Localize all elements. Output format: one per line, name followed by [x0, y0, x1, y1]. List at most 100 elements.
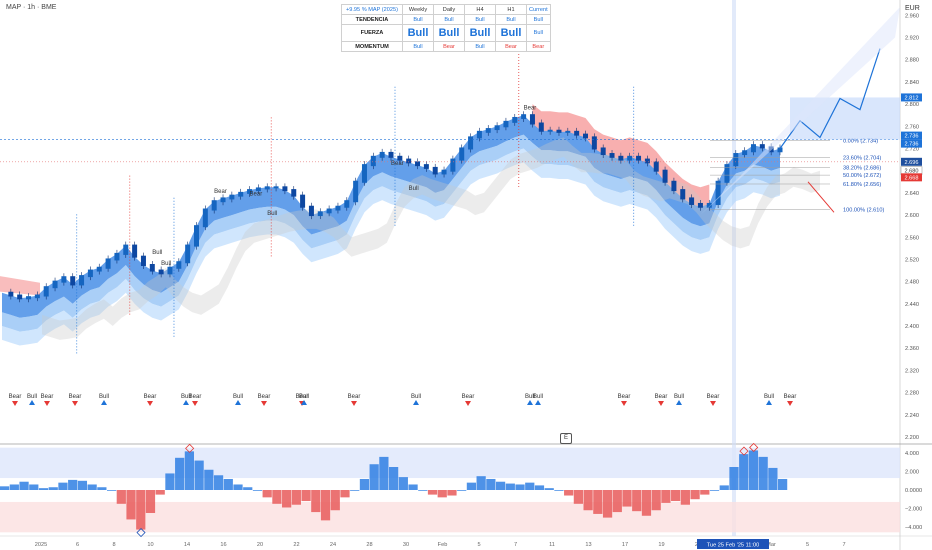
price-tick-label: 2.480 — [905, 280, 919, 286]
price-tick-label: 2.240 — [905, 413, 919, 419]
oscillator-bar — [534, 485, 545, 490]
time-tick-label: 13 — [585, 542, 591, 548]
price-tick-label: 2.600 — [905, 213, 919, 219]
status-header-h4: H4 — [464, 4, 496, 15]
status-cell: Bull — [526, 14, 551, 25]
status-cell: Bull — [464, 24, 496, 42]
signal-label: Bear — [655, 394, 668, 400]
status-row-fuerza: FUERZA Bull Bull Bull Bull Bull — [341, 24, 551, 42]
oscillator-bar — [379, 456, 389, 490]
signal-triangle-up — [301, 400, 307, 405]
oscillator-bar — [612, 490, 622, 513]
oscillator-bar — [427, 490, 438, 495]
chart-annotation-label: Bull — [409, 186, 419, 192]
oscillator-bar — [457, 490, 467, 491]
status-cell: Bull — [402, 14, 434, 25]
candle-body — [689, 197, 695, 205]
candle-body — [415, 161, 421, 167]
oscillator-tick-label: 0.0000 — [905, 488, 922, 494]
status-cell: Bear — [433, 41, 465, 52]
price-tag-label: 2.668 — [905, 175, 919, 181]
price-tag — [901, 139, 922, 148]
candle-body — [627, 155, 633, 161]
oscillator-bar — [175, 457, 185, 490]
signal-label: Bull — [99, 394, 109, 400]
candle-body — [706, 202, 712, 208]
candle-body — [317, 211, 323, 217]
candle-body — [715, 180, 721, 205]
chart-annotation-label: Bull — [267, 211, 277, 217]
oscillator-bar — [768, 467, 778, 490]
oscillator-tick-label: 2.000 — [905, 470, 919, 476]
candle-body — [547, 129, 553, 132]
candle-body — [17, 294, 23, 300]
candle-body — [202, 208, 208, 228]
signal-label: Bear — [258, 394, 271, 400]
candle-body — [591, 136, 597, 150]
oscillator-bar — [48, 487, 58, 490]
price-tag — [901, 93, 922, 102]
oscillator-bar — [136, 490, 146, 530]
oscillator-bar — [126, 490, 136, 520]
candle-body — [680, 189, 686, 200]
candle-body — [105, 258, 111, 269]
candle-body — [123, 244, 129, 255]
oscillator-bar — [252, 490, 263, 491]
oscillator-bar — [204, 469, 214, 490]
price-tag-label: 2.812 — [905, 95, 919, 101]
status-header-h1: H1 — [495, 4, 527, 15]
currency-label[interactable]: EUR — [905, 5, 920, 12]
price-tick-label: 2.800 — [905, 102, 919, 108]
oscillator-bar — [213, 475, 224, 490]
price-tick-label: 2.640 — [905, 191, 919, 197]
signal-triangle-down — [787, 401, 793, 406]
signal-label: Bear — [348, 394, 361, 400]
candle-body — [423, 164, 429, 169]
price-tick-label: 2.520 — [905, 257, 919, 263]
status-header-title: +9.95 % MAP (2025) — [341, 4, 403, 15]
price-tag — [901, 157, 922, 166]
oscillator-bar — [389, 467, 399, 490]
signal-triangle-down — [12, 401, 18, 406]
status-cell: Bull — [464, 14, 496, 25]
signal-label: Bull — [674, 394, 684, 400]
candle-body — [300, 194, 306, 208]
candle-body — [8, 291, 14, 297]
oscillator-bar — [661, 490, 671, 503]
candle-body — [114, 252, 120, 261]
status-label-tendencia: TENDENCIA — [341, 14, 403, 25]
candle-body — [671, 180, 677, 192]
status-cell: Bull — [464, 41, 496, 52]
candle-body — [132, 244, 138, 258]
oscillator-bar — [223, 478, 233, 490]
oscillator-extreme-marker — [136, 527, 146, 538]
status-cell: Bull — [433, 14, 465, 25]
oscillator-bar — [330, 490, 340, 511]
signal-label: Bear — [462, 394, 475, 400]
chart-annotation-label: Bear — [214, 189, 227, 195]
candle-body — [229, 194, 235, 200]
oscillator-bar — [145, 490, 156, 513]
signal-label: Bull — [533, 394, 543, 400]
candle-body — [750, 144, 756, 153]
price-tick-label: 2.920 — [905, 36, 919, 42]
candle-body — [167, 266, 173, 275]
time-tick-label: 16 — [220, 542, 226, 548]
status-row-tendencia: TENDENCIA Bull Bull Bull Bull Bull — [341, 14, 551, 25]
candle-body — [565, 130, 571, 133]
candle-body — [158, 269, 164, 275]
candle-body — [529, 114, 535, 125]
time-tick-label: 20 — [257, 542, 263, 548]
candle-body — [406, 158, 412, 164]
candle-body — [34, 294, 40, 299]
time-tick-label: 7 — [514, 542, 517, 548]
candle-body — [759, 144, 765, 149]
oscillator-bar — [9, 484, 19, 490]
candle-body — [644, 158, 650, 164]
oscillator-bar — [505, 483, 515, 490]
collapse-pane-button[interactable]: E — [560, 433, 572, 444]
candle-body — [697, 202, 703, 208]
price-tick-label: 2.440 — [905, 302, 919, 308]
candle-body — [211, 200, 217, 211]
